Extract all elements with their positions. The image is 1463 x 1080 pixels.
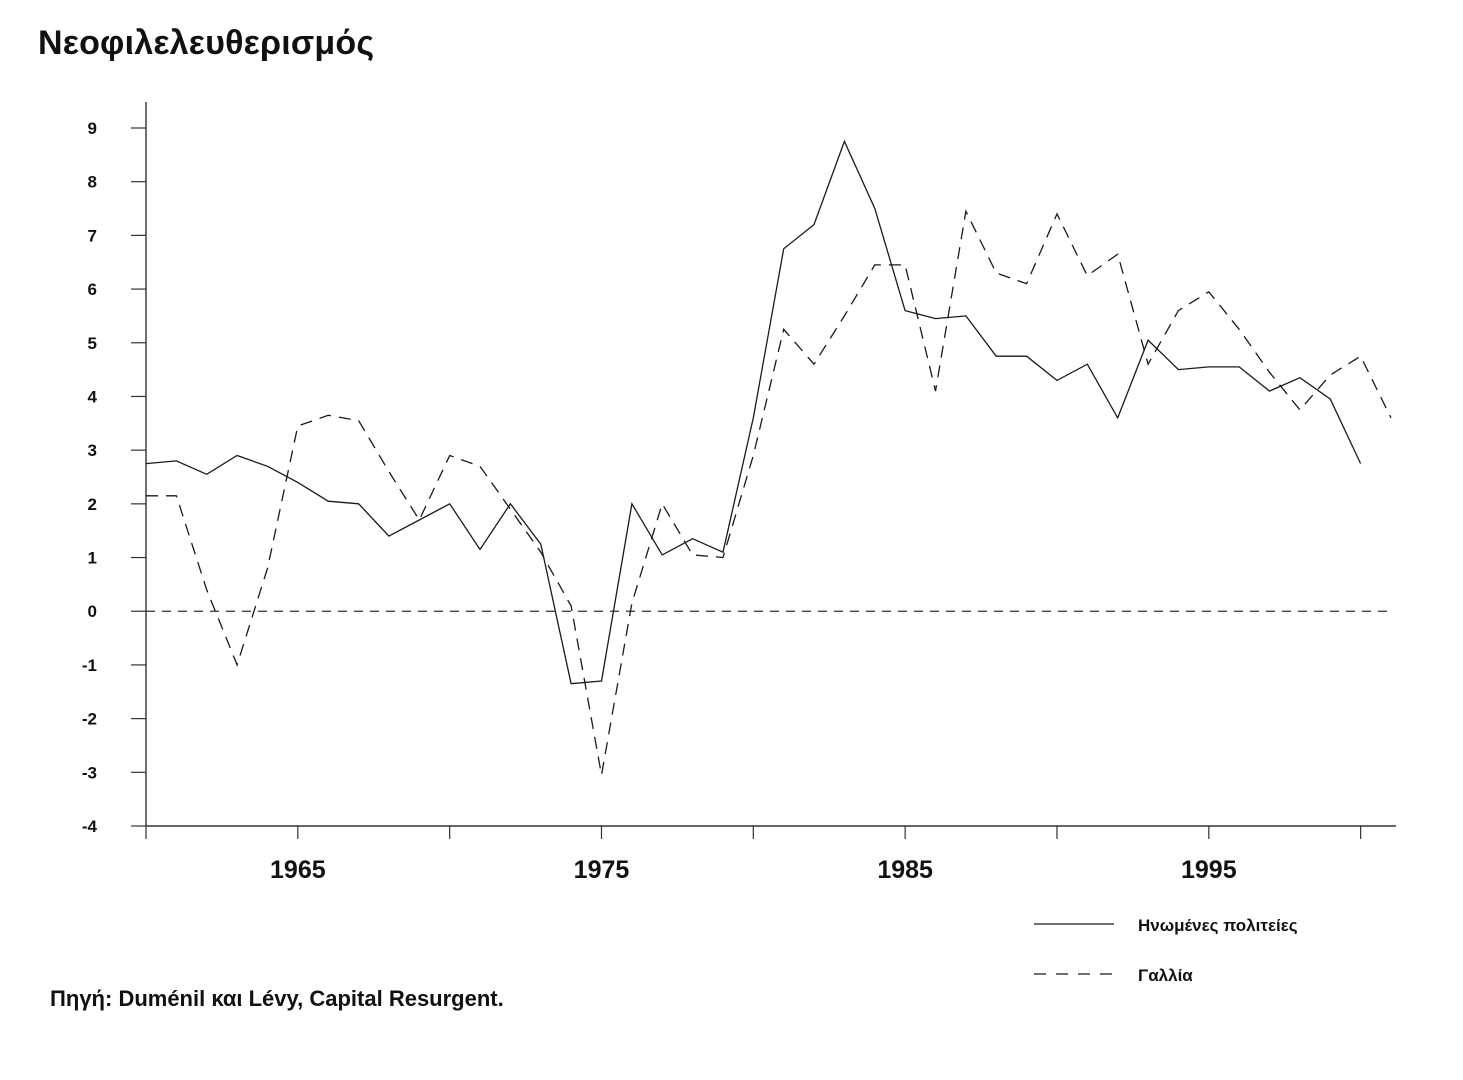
legend: Ηνωμένες πολιτείες Γαλλία bbox=[1034, 916, 1298, 985]
y-tick-label: 0 bbox=[88, 602, 97, 621]
chart-axes bbox=[131, 102, 1396, 839]
y-tick-label: -4 bbox=[82, 817, 98, 836]
y-tick-labels: 9 8 7 6 5 4 3 2 1 0 -1 -2 -3 -4 bbox=[82, 119, 98, 836]
legend-label: Ηνωμένες πολιτείες bbox=[1138, 916, 1298, 935]
series-line-france bbox=[146, 209, 1392, 776]
y-tick-label: -1 bbox=[82, 656, 97, 675]
y-tick-label: -2 bbox=[82, 710, 97, 729]
x-tick-label: 1975 bbox=[574, 856, 630, 884]
x-tick-labels: 1965 1975 1985 1995 bbox=[270, 856, 1237, 884]
y-tick-label: 7 bbox=[88, 226, 97, 245]
x-tick-label: 1965 bbox=[270, 856, 326, 884]
legend-label: Γαλλία bbox=[1138, 966, 1193, 985]
y-tick-label: 9 bbox=[88, 119, 97, 138]
source-note: Πηγή: Duménil και Lévy, Capital Resurgen… bbox=[50, 986, 504, 1011]
y-tick-label: 3 bbox=[88, 441, 97, 460]
x-tick-label: 1995 bbox=[1181, 856, 1237, 884]
series-line-usa bbox=[145, 139, 1362, 685]
y-tick-label: -3 bbox=[82, 763, 97, 782]
y-tick-label: 2 bbox=[88, 495, 97, 514]
y-tick-label: 5 bbox=[88, 334, 97, 353]
y-tick-label: 4 bbox=[88, 387, 98, 406]
y-tick-label: 6 bbox=[88, 280, 97, 299]
series-group bbox=[145, 139, 1392, 776]
x-tick-label: 1985 bbox=[877, 856, 933, 884]
y-tick-label: 1 bbox=[88, 549, 97, 568]
page-title: Νεοφιλελευθερισμός bbox=[38, 24, 375, 62]
y-tick-label: 8 bbox=[88, 173, 97, 192]
